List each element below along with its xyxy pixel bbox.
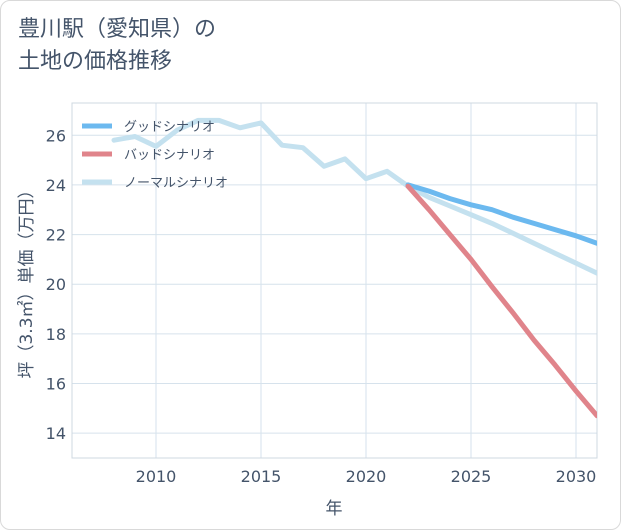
series-line-3 [111, 117, 597, 276]
y-tick-label: 24 [46, 176, 66, 195]
x-tick-label: 2020 [346, 467, 387, 486]
plot-area-frame [71, 102, 598, 459]
series-layer [111, 117, 597, 419]
legend-label: グッドシナリオ [124, 120, 215, 135]
series-line-1 [405, 182, 597, 246]
y-tick-label: 26 [46, 126, 66, 145]
x-tick-label: 2025 [451, 467, 492, 486]
y-axis-title: 坪（3.3㎡）単価（万円） [17, 181, 37, 378]
series-line-2 [405, 183, 597, 419]
y-tick-label: 14 [46, 424, 66, 443]
x-axis-ticks: 2010 2015 2020 2025 2030 [136, 467, 597, 486]
legend-label: バッドシナリオ [124, 148, 215, 163]
x-tick-label: 2015 [241, 467, 282, 486]
x-axis-title: 年 [326, 499, 343, 519]
chart-title: 豊川駅（愛知県）の 土地の価格推移 [18, 17, 217, 74]
grid [72, 103, 597, 458]
x-tick-label: 2030 [556, 467, 597, 486]
y-tick-label: 18 [46, 325, 66, 344]
y-tick-label: 16 [46, 375, 66, 394]
y-axis-ticks: 14 16 18 20 22 24 26 [46, 126, 66, 443]
legend-label: ノーマルシナリオ [124, 176, 228, 191]
y-tick-label: 22 [46, 226, 66, 245]
y-tick-label: 20 [46, 275, 66, 294]
x-tick-label: 2010 [136, 467, 177, 486]
